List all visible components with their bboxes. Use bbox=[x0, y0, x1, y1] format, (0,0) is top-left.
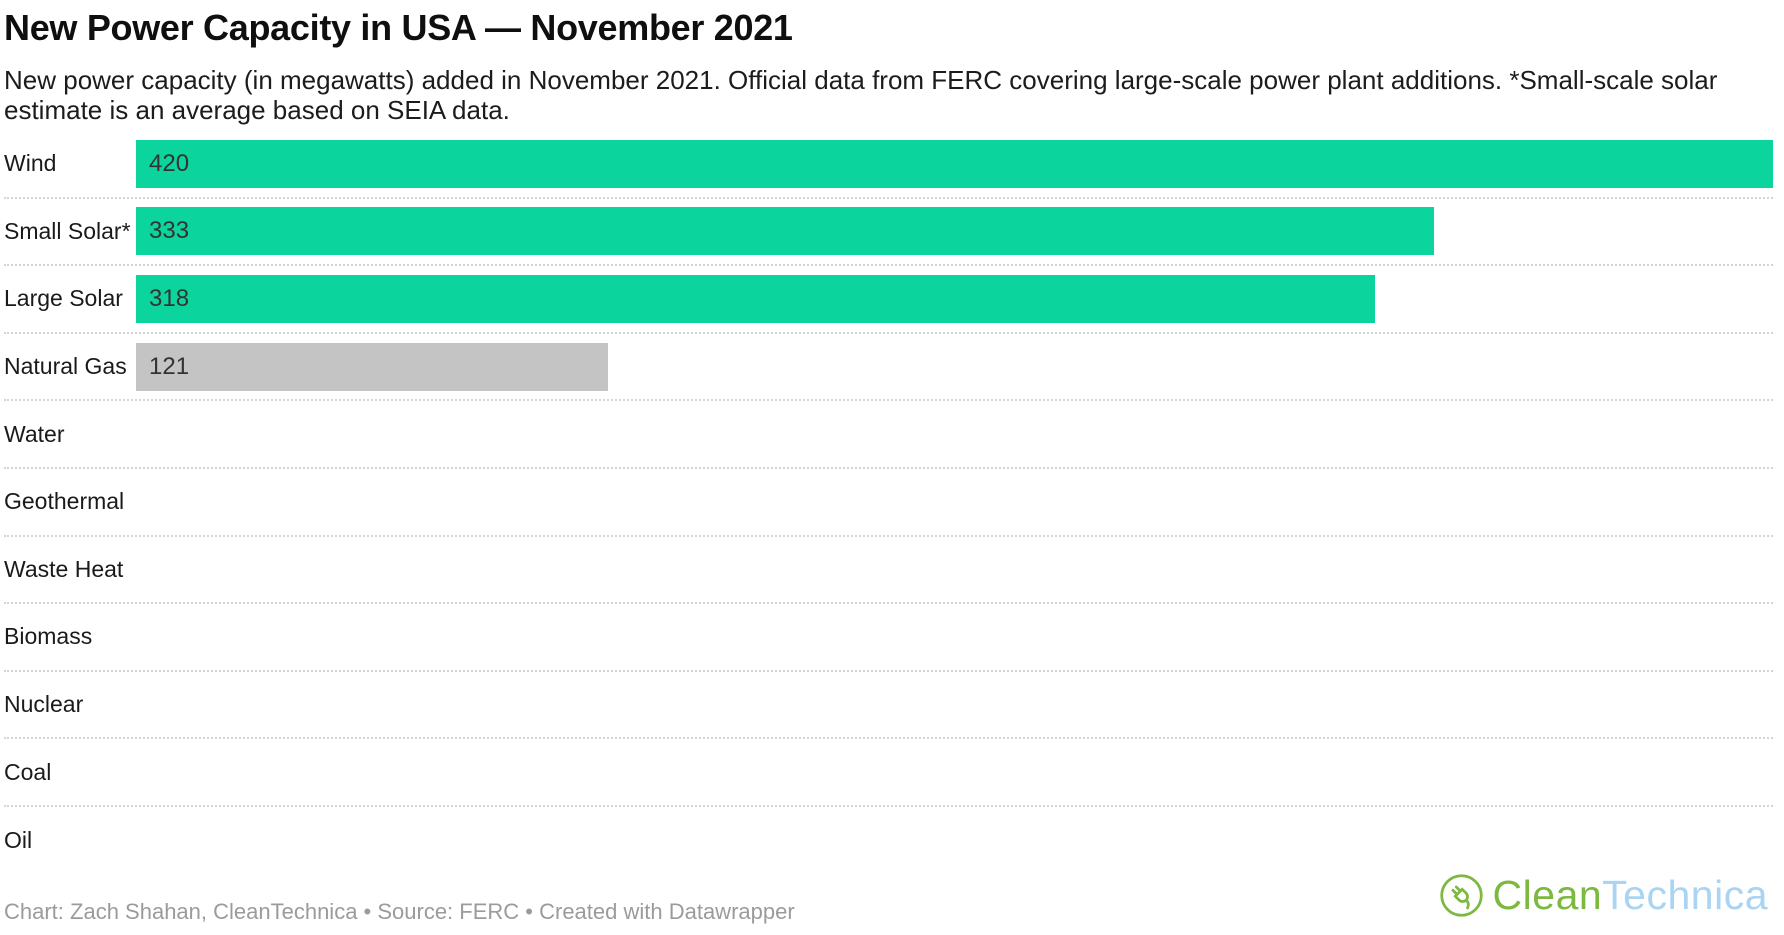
logo-text-technica: Technica bbox=[1602, 872, 1768, 918]
bar-chart: Wind 420 Small Solar* 333 Large Solar 318 Natu… bbox=[4, 131, 1773, 875]
chart-row-geothermal: Geothermal bbox=[4, 469, 1773, 537]
bar-track-oil bbox=[136, 807, 1773, 875]
category-label-nuclear: Nuclear bbox=[4, 691, 84, 718]
bar-value-label-large-solar: 318 bbox=[149, 284, 190, 312]
bar-track-small-solar: 333 bbox=[136, 199, 1773, 265]
bar-large-solar: 318 bbox=[136, 274, 1376, 323]
category-label-biomass: Biomass bbox=[4, 623, 93, 650]
bar-track-natural-gas: 121 bbox=[136, 334, 1773, 400]
chart-header: New Power Capacity in USA — November 202… bbox=[4, 0, 1770, 125]
chart-row-waste-heat: Waste Heat bbox=[4, 537, 1773, 605]
bar-track-geothermal bbox=[136, 469, 1773, 535]
bar-small-solar: 333 bbox=[136, 207, 1434, 256]
category-label-small-solar: Small Solar* bbox=[4, 217, 131, 244]
bar-track-water bbox=[136, 401, 1773, 467]
category-label-coal: Coal bbox=[4, 758, 52, 785]
logo-wordmark: CleanTechnica bbox=[1493, 872, 1768, 919]
chart-row-coal: Coal bbox=[4, 739, 1773, 807]
category-label-geothermal: Geothermal bbox=[4, 488, 125, 515]
logo-text-clean: Clean bbox=[1492, 872, 1603, 918]
bar-value-label-wind: 420 bbox=[149, 149, 190, 177]
bar-track-waste-heat bbox=[136, 537, 1773, 603]
chart-row-large-solar: Large Solar 318 bbox=[4, 266, 1773, 334]
chart-title: New Power Capacity in USA — November 202… bbox=[4, 7, 793, 48]
cleantechnica-logo: CleanTechnica bbox=[1438, 872, 1768, 919]
chart-row-natural-gas: Natural Gas 121 bbox=[4, 334, 1773, 402]
category-label-water: Water bbox=[4, 420, 65, 447]
category-label-large-solar: Large Solar bbox=[4, 285, 123, 312]
bar-value-label-small-solar: 333 bbox=[149, 217, 190, 245]
bar-track-biomass bbox=[136, 604, 1773, 670]
bar-track-nuclear bbox=[136, 672, 1773, 738]
chart-byline: Chart: Zach Shahan, CleanTechnica • Sour… bbox=[4, 899, 795, 924]
category-label-oil: Oil bbox=[4, 827, 33, 854]
chart-row-oil: Oil bbox=[4, 807, 1773, 875]
chart-row-small-solar: Small Solar* 333 bbox=[4, 199, 1773, 267]
bar-wind: 420 bbox=[136, 139, 1773, 188]
bar-track-large-solar: 318 bbox=[136, 266, 1773, 332]
bar-natural-gas: 121 bbox=[136, 342, 608, 391]
bar-track-wind: 420 bbox=[136, 131, 1773, 197]
category-label-waste-heat: Waste Heat bbox=[4, 555, 124, 582]
chart-row-nuclear: Nuclear bbox=[4, 672, 1773, 740]
bar-track-coal bbox=[136, 739, 1773, 805]
chart-row-wind: Wind 420 bbox=[4, 131, 1773, 199]
cleantechnica-plug-leaf-icon bbox=[1439, 874, 1483, 917]
chart-row-biomass: Biomass bbox=[4, 604, 1773, 672]
chart-row-water: Water bbox=[4, 401, 1773, 469]
category-label-natural-gas: Natural Gas bbox=[4, 353, 127, 380]
category-label-wind: Wind bbox=[4, 150, 57, 177]
chart-description: New power capacity (in megawatts) added … bbox=[4, 65, 1718, 125]
bar-value-label-natural-gas: 121 bbox=[149, 352, 190, 380]
